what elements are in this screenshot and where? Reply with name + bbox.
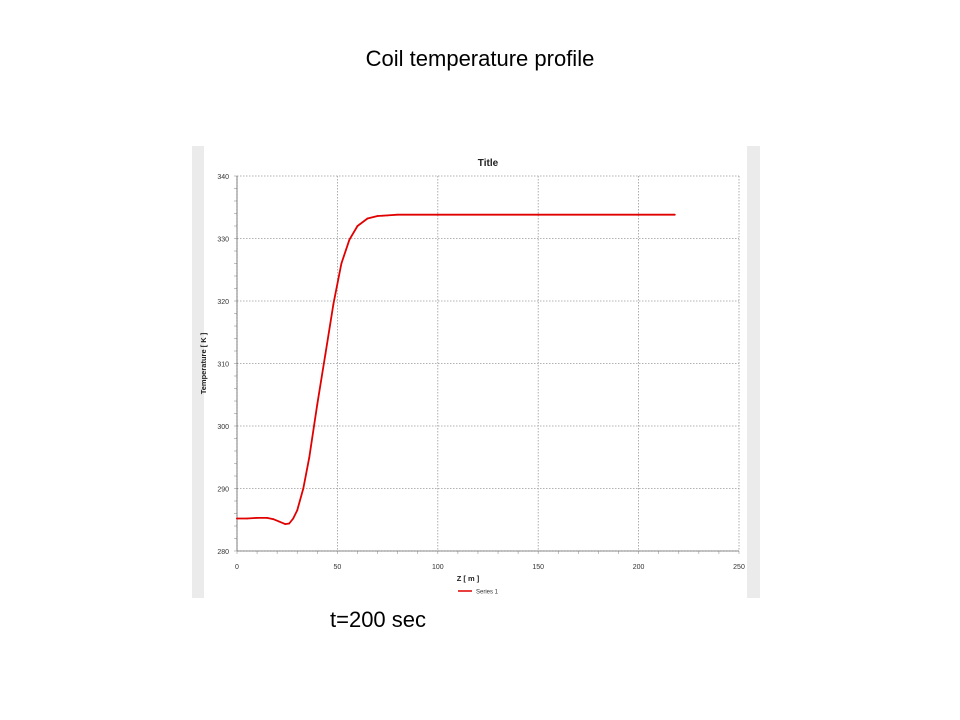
series-point <box>278 520 281 523</box>
x-tick-label: 50 <box>334 564 342 571</box>
series-line <box>236 213 676 525</box>
y-tick-label: 310 <box>217 362 229 369</box>
chart-title: Title <box>478 158 499 169</box>
y-tick-label: 330 <box>217 237 229 244</box>
series-point <box>637 213 640 216</box>
x-axis-label: Z [ m ] <box>457 574 480 583</box>
chart-background <box>192 146 747 598</box>
series-point <box>256 516 258 519</box>
time-caption: t=200 sec <box>330 607 427 632</box>
chart-left-strip <box>192 146 204 598</box>
series-point <box>376 215 379 217</box>
x-tick-label: 200 <box>633 564 645 571</box>
series-point <box>316 403 319 406</box>
series-point <box>436 213 439 216</box>
y-tick-label: 300 <box>217 424 229 431</box>
series-point <box>356 225 359 227</box>
slide-title: Coil temperature profile <box>365 46 595 71</box>
x-tick-label: 100 <box>432 564 444 571</box>
series-point <box>348 238 351 241</box>
series-point <box>272 518 275 521</box>
series-point <box>284 523 287 526</box>
y-axis-label: Temperature [ K ] <box>199 332 208 394</box>
series-point <box>396 213 399 216</box>
y-tick-label: 320 <box>217 299 229 306</box>
x-tick-label: 0 <box>235 564 239 571</box>
y-tick-label: 290 <box>217 487 229 494</box>
y-tick-label: 340 <box>217 174 229 181</box>
series-point <box>246 517 248 520</box>
series-point <box>288 522 291 525</box>
series-point <box>236 517 238 520</box>
series-point <box>386 214 389 217</box>
legend-label: Series 1 <box>476 590 499 596</box>
series-point <box>340 262 343 265</box>
series-point <box>324 353 327 356</box>
series-point <box>296 509 299 512</box>
series-point <box>308 456 311 459</box>
y-tick-label: 280 <box>217 549 229 556</box>
series-point <box>302 487 305 490</box>
series-point <box>366 217 369 220</box>
series-point <box>292 517 295 520</box>
line-chart: Title 280 290 300 310 320 330 340 0 50 100 150 200 25… <box>192 146 747 598</box>
series-point <box>266 516 269 519</box>
chart-figure: Title 280 290 300 310 320 330 340 0 50 100 150 200 25… <box>192 146 760 598</box>
series-point <box>673 213 676 216</box>
series-point <box>332 303 335 306</box>
x-tick-label: 150 <box>532 564 544 571</box>
x-tick-label: 250 <box>733 564 745 571</box>
series-point <box>537 213 540 216</box>
